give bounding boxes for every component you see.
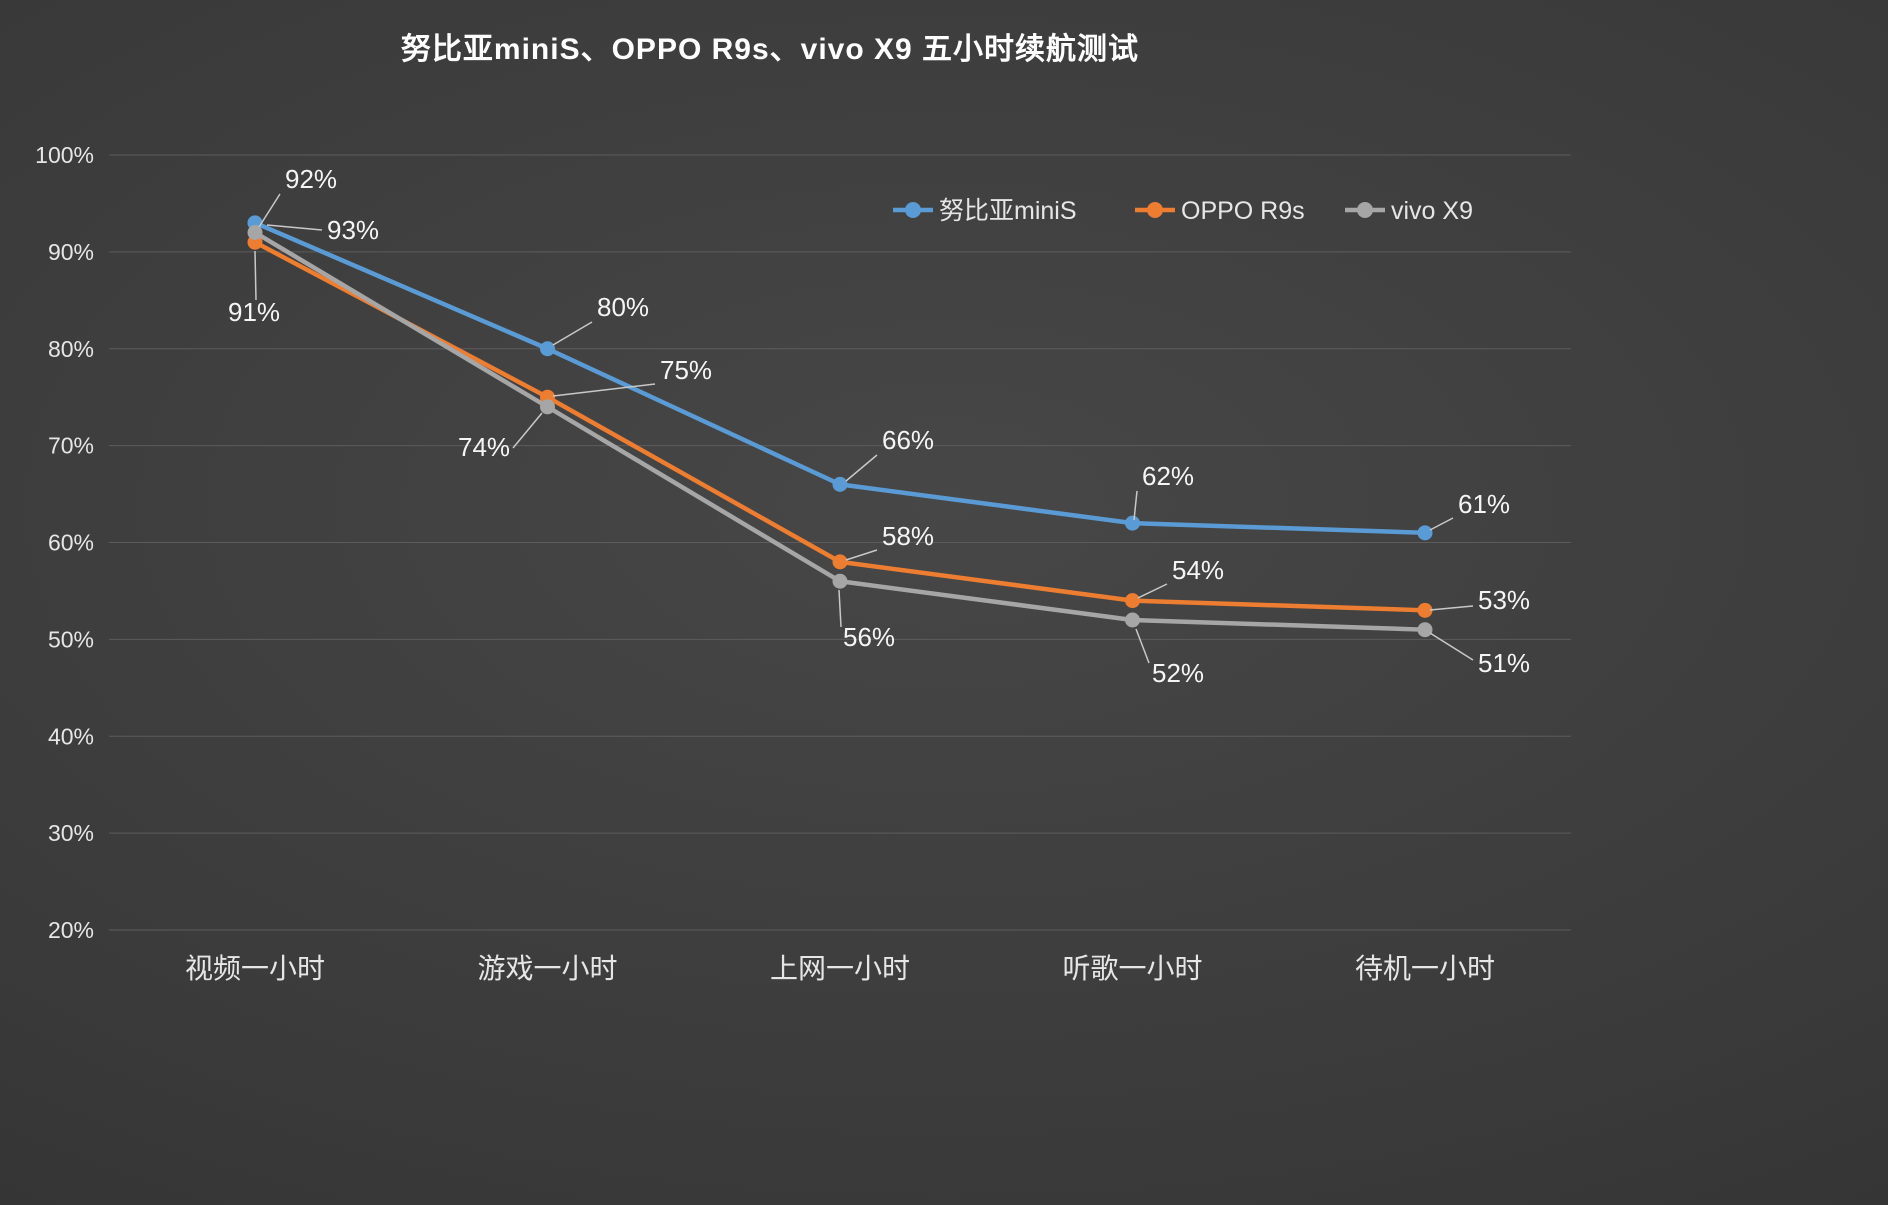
legend-label: 努比亚miniS <box>939 197 1077 225</box>
legend-point-marker <box>1147 202 1163 218</box>
y-axis-label: 100% <box>35 142 94 168</box>
data-label: 92% <box>285 164 337 194</box>
leader-line <box>1137 583 1168 599</box>
y-axis-label: 40% <box>48 723 94 749</box>
x-axis-label: 听歌一小时 <box>1062 953 1202 984</box>
series-line-2 <box>252 230 1428 632</box>
x-axis-label: 游戏一小时 <box>477 953 617 984</box>
y-axis-label: 20% <box>48 917 94 943</box>
chart-title: 努比亚miniS、OPPO R9s、vivo X9 五小时续航测试 <box>400 33 1140 66</box>
x-axis-label: 待机一小时 <box>1355 953 1495 984</box>
data-label: 66% <box>882 425 934 455</box>
leader-line <box>1429 632 1474 661</box>
leader-line <box>254 250 257 301</box>
data-labels-group: 93% 80% 66% 62% 61% 91% 75% 58% 54% 53% 92% 74% 56% 5… <box>228 164 1530 688</box>
leader-line <box>512 412 543 449</box>
data-label: 58% <box>882 521 934 551</box>
series-marker-2 <box>247 225 263 240</box>
leader-line <box>1429 517 1454 531</box>
y-axis-label: 60% <box>48 530 94 556</box>
series-marker-2 <box>1417 622 1433 638</box>
leader-line <box>1133 490 1138 521</box>
data-label: 61% <box>1458 489 1510 519</box>
series-marker-0 <box>540 341 555 357</box>
series-marker-1 <box>832 554 848 570</box>
data-label: 62% <box>1142 461 1194 491</box>
data-label: 51% <box>1478 648 1530 678</box>
y-axis-label: 50% <box>48 626 94 652</box>
leader-line <box>266 224 323 231</box>
leader-line <box>845 454 878 482</box>
series-group <box>247 215 1433 638</box>
legend-point-marker <box>905 202 921 218</box>
gridlines-group: 20% 30% 40% 50% 60% 70% 80% 90% 100% <box>35 142 1571 943</box>
series-marker-0 <box>1417 525 1433 541</box>
data-label: 93% <box>327 215 379 245</box>
legend: 努比亚miniS OPPO R9s vivo X9 <box>893 197 1473 225</box>
leader-line <box>552 321 593 346</box>
leader-line <box>1135 628 1150 664</box>
data-label: 75% <box>660 355 712 385</box>
legend-label: vivo X9 <box>1391 197 1473 225</box>
y-axis-label: 70% <box>48 433 94 459</box>
data-label: 56% <box>843 622 895 652</box>
x-axis-labels-group: 视频一小时 游戏一小时 上网一小时 听歌一小时 待机一小时 <box>185 953 1495 984</box>
leader-line <box>1429 605 1474 611</box>
data-label: 52% <box>1152 658 1204 688</box>
data-label: 91% <box>228 297 280 327</box>
series-marker-2 <box>1125 612 1140 628</box>
x-axis-label: 上网一小时 <box>770 953 910 984</box>
data-label: 53% <box>1478 585 1530 615</box>
leader-line <box>552 383 656 397</box>
legend-label: OPPO R9s <box>1181 197 1305 225</box>
legend-point-marker <box>1357 202 1373 218</box>
data-label: 54% <box>1172 555 1224 585</box>
data-label: 80% <box>597 292 649 322</box>
y-axis-label: 30% <box>48 820 94 846</box>
leader-line <box>838 589 842 628</box>
y-axis-label: 80% <box>48 336 94 362</box>
leader-line <box>845 549 878 561</box>
series-marker-0 <box>1125 515 1140 531</box>
series-marker-0 <box>832 476 848 492</box>
leader-line <box>258 193 281 228</box>
series-marker-2 <box>832 573 848 589</box>
x-axis-label: 视频一小时 <box>185 953 325 984</box>
series-marker-1 <box>1125 593 1140 609</box>
data-label: 74% <box>458 432 510 462</box>
series-marker-1 <box>1417 602 1433 618</box>
y-axis-label: 90% <box>48 239 94 265</box>
series-marker-2 <box>540 399 555 415</box>
